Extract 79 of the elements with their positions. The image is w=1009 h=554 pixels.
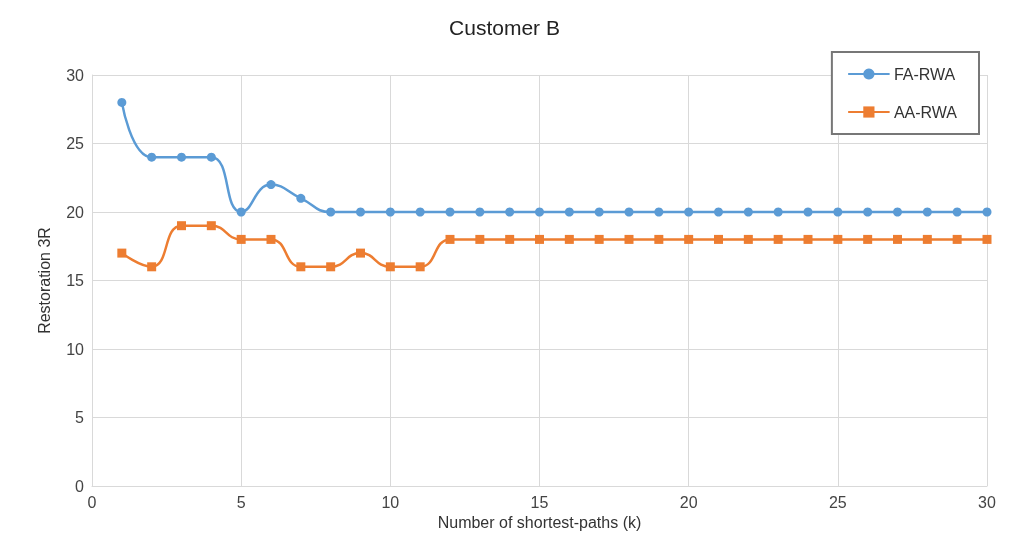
point — [236, 207, 246, 217]
y-tick-label: 0 — [75, 477, 85, 495]
point — [773, 207, 783, 217]
point — [445, 234, 455, 244]
point — [236, 234, 246, 244]
point — [803, 207, 813, 217]
point — [206, 221, 216, 231]
point — [266, 180, 276, 190]
point — [356, 248, 365, 258]
point — [564, 207, 574, 217]
y-tick-label: 20 — [66, 203, 85, 221]
point — [296, 193, 306, 203]
point — [863, 234, 873, 244]
point — [982, 234, 992, 244]
point — [714, 234, 723, 244]
point — [684, 207, 694, 217]
point — [564, 234, 574, 244]
point — [773, 234, 783, 244]
point — [922, 207, 932, 217]
y-tick-label: 30 — [66, 66, 85, 84]
point — [624, 207, 634, 217]
y-tick-label: 25 — [66, 135, 85, 152]
point — [863, 207, 873, 217]
y-tick-label: 5 — [75, 409, 85, 426]
y-tick-label: 15 — [66, 272, 85, 289]
point — [535, 207, 544, 217]
point — [535, 234, 544, 244]
point — [385, 207, 395, 217]
legend-label: AA-RWA — [893, 103, 958, 121]
x-tick-label: 5 — [236, 493, 246, 511]
point — [117, 248, 127, 258]
legend-label: FA-RWA — [893, 65, 956, 83]
point — [505, 234, 515, 244]
point — [147, 152, 157, 162]
point — [177, 152, 186, 162]
x-tick-label: 30 — [978, 493, 996, 511]
point — [952, 234, 962, 244]
point — [893, 207, 902, 217]
point — [415, 207, 425, 217]
point — [624, 234, 634, 244]
point — [654, 234, 664, 244]
point — [206, 152, 216, 162]
x-tick-label: 10 — [381, 493, 400, 511]
point — [714, 207, 723, 217]
point — [743, 207, 753, 217]
y-axis-title: Restoration 3R — [35, 227, 53, 334]
x-axis-title: Number of shortest-paths (k) — [437, 514, 642, 532]
point — [147, 262, 157, 272]
point — [385, 262, 395, 272]
point — [922, 234, 932, 244]
point — [475, 207, 485, 217]
point — [594, 234, 604, 244]
x-tick-label: 15 — [530, 493, 549, 511]
point — [445, 207, 455, 217]
point — [505, 207, 515, 217]
point — [594, 207, 604, 217]
point — [177, 221, 186, 231]
point — [415, 262, 425, 272]
point — [684, 234, 694, 244]
point — [982, 207, 992, 217]
point — [893, 234, 902, 244]
y-tick-label: 10 — [66, 340, 85, 358]
point — [296, 262, 306, 272]
x-tick-label: 20 — [679, 493, 698, 511]
point — [654, 207, 664, 217]
chart-title: Customer B — [449, 16, 560, 39]
point — [803, 234, 813, 244]
point — [117, 97, 127, 107]
x-tick-label: 0 — [87, 493, 97, 511]
x-tick-label: 25 — [828, 493, 847, 511]
point — [475, 234, 485, 244]
point — [266, 234, 276, 244]
point — [356, 207, 365, 217]
point — [326, 262, 336, 272]
point — [326, 207, 336, 217]
point — [743, 234, 753, 244]
point — [833, 234, 843, 244]
point — [833, 207, 843, 217]
point — [952, 207, 962, 217]
